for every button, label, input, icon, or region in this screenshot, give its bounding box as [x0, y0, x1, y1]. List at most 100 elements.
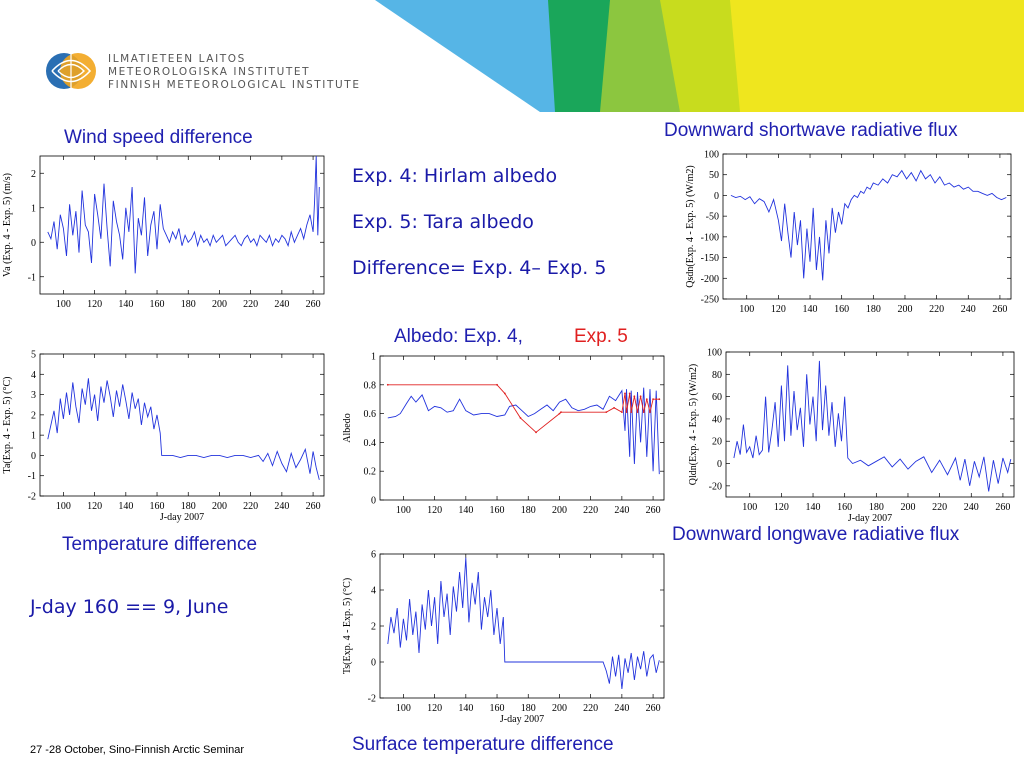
x-tick-label: 220: [583, 505, 598, 516]
y-tick-label: 1: [371, 352, 376, 363]
plot-frame: [39, 353, 325, 497]
plot-frame: [722, 153, 1012, 300]
x-tick-label: 140: [806, 502, 821, 513]
plot-frame: [379, 553, 665, 699]
x-tick-label: 100: [56, 501, 71, 512]
y-tick-label: 0.4: [364, 438, 377, 449]
y-tick-label: 3: [31, 390, 36, 401]
y-tick-label: 2: [31, 410, 36, 421]
x-tick-label: 240: [961, 304, 976, 315]
fmi-logo-icon: [46, 53, 96, 89]
y-tick-label: 100: [704, 150, 719, 161]
series-point: [658, 398, 661, 401]
plot-frame: [39, 155, 325, 295]
series-point: [628, 392, 631, 395]
x-tick-label: 240: [614, 703, 629, 714]
x-tick-label: 120: [774, 502, 789, 513]
x-tick-label: 100: [56, 299, 71, 310]
series-point: [558, 412, 561, 415]
y-tick-label: 0: [31, 451, 36, 462]
x-tick-label: 120: [87, 299, 102, 310]
logo-line-1: ILMATIETEEN LAITOS: [108, 53, 246, 65]
caption-albedo-exp5: Exp. 5: [574, 326, 628, 347]
x-tick-label: 180: [866, 304, 881, 315]
y-tick-label: -250: [701, 295, 719, 306]
y-tick-label: 2: [31, 169, 36, 180]
series-point: [535, 431, 537, 434]
x-tick-label: 120: [771, 304, 786, 315]
y-tick-label: 0: [371, 496, 376, 507]
y-tick-label: -100: [701, 232, 719, 243]
series-point: [655, 398, 658, 401]
x-tick-label: 160: [150, 299, 165, 310]
chart-albedo: 100 120 140 160 180 200 220 240 260 0 0.2 0.4 0.6 0.8…: [342, 352, 665, 516]
y-tick-label: 60: [712, 392, 722, 403]
logo-line-2: METEOROLOGISKA INSTITUTET: [108, 66, 311, 78]
series-point: [624, 392, 626, 395]
y-tick-label: -2: [28, 492, 36, 503]
y-axis-label: Va (Exp. 4 - Exp. 5) (m/s): [2, 173, 13, 277]
x-axis-label: J-day 2007: [500, 714, 544, 725]
x-tick-label: 240: [964, 502, 979, 513]
x-tick-label: 180: [181, 299, 196, 310]
series-point: [630, 411, 633, 414]
y-tick-label: 40: [712, 414, 722, 425]
x-tick-label: 180: [869, 502, 884, 513]
caption-surface: Surface temperature difference: [352, 734, 614, 755]
x-tick-label: 220: [243, 501, 258, 512]
series-point: [642, 411, 645, 414]
series-point: [625, 411, 628, 414]
chart-wind: 100 120 140 160 180 200 220 240 260 -1 0 1 2 Va (Exp.…: [2, 155, 325, 310]
footer-text: 27 -28 October, Sino-Finnish Arctic Semi…: [30, 744, 244, 756]
x-tick-label: 260: [306, 501, 321, 512]
x-tick-label: 120: [87, 501, 102, 512]
y-tick-label: 80: [712, 370, 722, 381]
series-point: [649, 411, 651, 414]
y-tick-label: 0.2: [364, 467, 377, 478]
y-axis-label: Qsdn(Exp. 4 - Exp. 5) (W/m2): [685, 165, 696, 287]
series-line-1: [387, 557, 660, 690]
y-tick-label: -200: [701, 274, 719, 285]
x-tick-label: 220: [929, 304, 944, 315]
note-exp5: Exp. 5: Tara albedo: [352, 211, 534, 233]
y-tick-label: -1: [28, 272, 36, 283]
caption-wind: Wind speed difference: [64, 127, 253, 148]
x-tick-label: 200: [212, 299, 227, 310]
series-point: [386, 383, 389, 386]
x-axis-label: J-day 2007: [848, 513, 892, 524]
y-tick-label: 0.6: [364, 409, 377, 420]
x-tick-label: 220: [583, 703, 598, 714]
x-tick-label: 160: [834, 304, 849, 315]
y-axis-label: Albedo: [342, 413, 353, 442]
y-tick-label: -150: [701, 253, 719, 264]
chart-surface: 100 120 140 160 180 200 220 240 260 -2 0 2 4 6 Ts(Exp.…: [342, 550, 665, 725]
x-tick-label: 160: [490, 505, 505, 516]
x-tick-label: 140: [118, 299, 133, 310]
caption-longwave: Downward longwave radiative flux: [672, 524, 960, 545]
x-tick-label: 200: [897, 304, 912, 315]
x-tick-label: 240: [614, 505, 629, 516]
x-tick-label: 180: [181, 501, 196, 512]
y-tick-label: -20: [709, 481, 722, 492]
plot-frame: [725, 351, 1015, 498]
note-exp4: Exp. 4: Hirlam albedo: [352, 165, 558, 187]
header-banner: [375, 0, 1024, 112]
y-tick-label: 0.8: [364, 380, 377, 391]
caption-shortwave: Downward shortwave radiative flux: [664, 120, 958, 141]
y-tick-label: -1: [28, 471, 36, 482]
x-tick-label: 260: [646, 703, 661, 714]
series-line-1: [387, 387, 660, 475]
y-tick-label: 2: [371, 622, 376, 633]
y-axis-label: Qldn(Exp. 4 - Exp. 5) (W/m2): [688, 364, 699, 485]
series-point: [636, 411, 639, 414]
series-point: [613, 406, 615, 409]
x-tick-label: 240: [274, 299, 289, 310]
x-tick-label: 240: [274, 501, 289, 512]
x-axis-label: J-day 2007: [160, 512, 204, 523]
x-tick-label: 100: [742, 502, 757, 513]
y-tick-label: 100: [707, 348, 722, 359]
series-point: [519, 417, 522, 419]
y-tick-label: 20: [712, 437, 722, 448]
series-point: [652, 398, 654, 401]
series-point: [645, 398, 648, 401]
